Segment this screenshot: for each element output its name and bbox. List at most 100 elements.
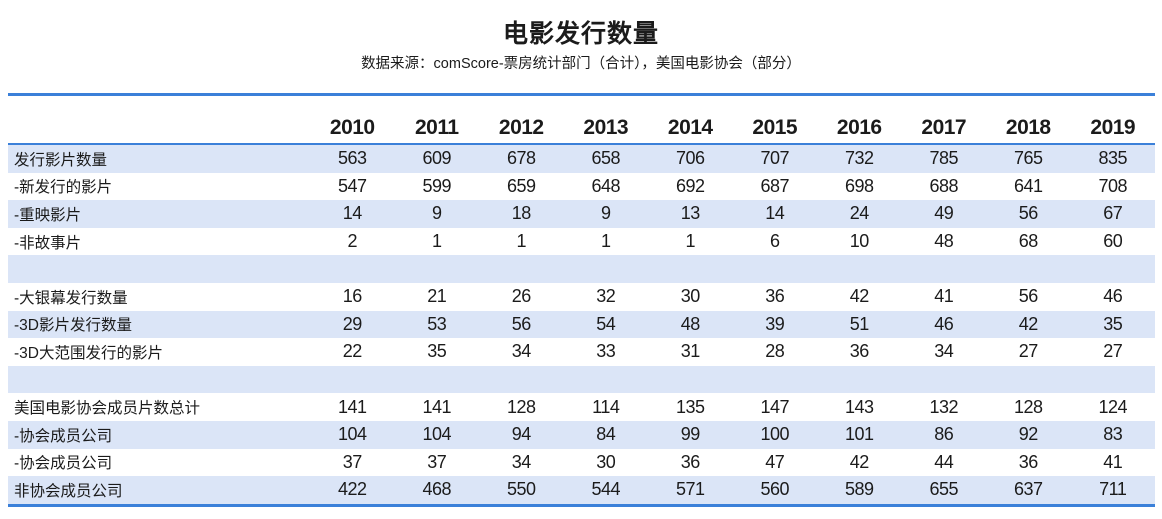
value-cell: 42 — [849, 451, 870, 472]
value-cell: 692 — [675, 175, 705, 196]
value-cell: 1 — [431, 231, 442, 252]
value-cell: 44 — [934, 451, 954, 472]
value-cell: 28 — [765, 341, 785, 362]
value-cell: 41 — [1103, 451, 1123, 472]
value-cell: 128 — [1013, 396, 1043, 417]
value-cell: 56 — [1018, 203, 1039, 224]
row-label: -重映影片 — [14, 206, 82, 224]
value-cell: 114 — [592, 396, 620, 417]
value-cell: 29 — [342, 313, 363, 334]
value-cell: 37 — [427, 451, 447, 472]
table-row: -3D大范围发行的影片 22 35 34 33 31 28 36 34 27 27 — [8, 338, 1155, 366]
value-cell: 658 — [591, 148, 621, 169]
row-label: -协会成员公司 — [14, 427, 113, 445]
row-label: -3D大范围发行的影片 — [14, 344, 163, 362]
value-cell: 147 — [760, 396, 790, 417]
value-cell: 48 — [680, 313, 701, 334]
value-cell: 688 — [929, 175, 959, 196]
value-cell: 33 — [596, 341, 616, 362]
table-row: -协会成员公司 104 104 94 84 99 100 101 86 92 83 — [8, 420, 1155, 449]
value-cell: 68 — [1018, 231, 1039, 252]
value-cell: 36 — [1018, 451, 1039, 472]
value-cell: 37 — [342, 451, 363, 472]
value-cell: 560 — [760, 479, 790, 500]
value-cell: 785 — [929, 148, 959, 169]
row-label: -大银幕发行数量 — [14, 289, 128, 307]
value-cell: 2 — [347, 231, 357, 252]
year-column-header: 2014 — [667, 116, 713, 139]
value-cell: 60 — [1103, 231, 1123, 252]
value-cell: 648 — [591, 175, 621, 196]
value-cell: 641 — [1013, 175, 1043, 196]
value-cell: 141 — [337, 396, 367, 417]
value-cell: 547 — [337, 175, 367, 196]
value-cell: 1 — [516, 231, 526, 252]
value-cell: 56 — [511, 313, 532, 334]
table-row: -重映影片 14 9 18 9 13 14 24 49 56 67 — [8, 200, 1155, 228]
value-cell: 10 — [849, 231, 870, 252]
value-cell: 18 — [511, 203, 532, 224]
value-cell: 1 — [685, 231, 695, 252]
value-cell: 27 — [1018, 341, 1039, 362]
value-cell: 54 — [596, 313, 616, 334]
value-cell: 104 — [337, 424, 367, 445]
year-column-header: 2010 — [329, 116, 375, 139]
table-header-row: 2010 2011 2012 2013 2014 2015 2016 2017 2018 2019 — [8, 113, 1155, 145]
top-divider-rule — [8, 93, 1155, 96]
value-cell: 36 — [765, 286, 785, 307]
value-cell: 609 — [422, 148, 452, 169]
row-label: -3D影片发行数量 — [14, 317, 132, 335]
row-label: -非故事片 — [14, 234, 82, 252]
value-cell: 99 — [680, 424, 701, 445]
value-cell: 34 — [934, 341, 954, 362]
value-cell: 655 — [929, 479, 959, 500]
value-cell: 30 — [680, 286, 701, 307]
release-table: 2010 2011 2012 2013 2014 2015 2016 2017 2018 2019… — [8, 113, 1155, 507]
page-title: 电影发行数量 — [502, 20, 659, 48]
value-cell: 49 — [934, 203, 954, 224]
value-cell: 571 — [675, 479, 705, 500]
value-cell: 14 — [342, 203, 363, 224]
value-cell: 128 — [506, 396, 536, 417]
year-column-header: 2018 — [1005, 116, 1051, 139]
year-column-header: 2016 — [836, 116, 882, 139]
value-cell: 706 — [675, 148, 705, 169]
value-cell: 34 — [511, 451, 532, 472]
value-cell: 34 — [511, 341, 532, 362]
table-row: 非协会成员公司 422 468 550 544 571 560 589 655 637 711 — [8, 476, 1155, 504]
value-cell: 9 — [431, 203, 442, 224]
value-cell: 22 — [342, 341, 363, 362]
value-cell: 42 — [849, 286, 870, 307]
value-cell: 21 — [427, 286, 447, 307]
value-cell: 36 — [680, 451, 701, 472]
table-row: -非故事片 2 1 1 1 1 6 10 48 68 60 — [8, 228, 1155, 256]
value-cell: 53 — [427, 313, 447, 334]
value-cell: 599 — [422, 175, 452, 196]
year-column-header: 2015 — [752, 116, 798, 139]
value-cell: 42 — [1018, 313, 1039, 334]
row-label: 美国电影协会成员片数总计 — [14, 400, 201, 418]
value-cell: 422 — [337, 479, 367, 500]
data-source-subtitle: 数据来源：comScore-票房统计部门（合计），美国电影协会（部分） — [361, 56, 801, 72]
value-cell: 46 — [1103, 286, 1123, 307]
value-cell: 765 — [1013, 148, 1043, 169]
value-cell: 711 — [1099, 479, 1127, 500]
value-cell: 544 — [591, 479, 621, 500]
value-cell: 1 — [600, 231, 611, 252]
table-row: 美国电影协会成员片数总计 141 141 128 114 135 147 143 132 128 1… — [8, 393, 1155, 421]
value-cell: 36 — [849, 341, 870, 362]
value-cell: 678 — [506, 148, 536, 169]
value-cell: 104 — [422, 424, 452, 445]
value-cell: 698 — [844, 175, 874, 196]
value-cell: 589 — [844, 479, 874, 500]
table-spacer-row — [8, 365, 1155, 394]
value-cell: 9 — [600, 203, 611, 224]
value-cell: 39 — [765, 313, 785, 334]
value-cell: 56 — [1018, 286, 1039, 307]
row-label: 非协会成员公司 — [14, 482, 123, 500]
value-cell: 732 — [844, 148, 874, 169]
value-cell: 32 — [596, 286, 616, 307]
table-row: -大银幕发行数量 16 21 26 32 30 36 42 41 56 46 — [8, 283, 1155, 311]
value-cell: 46 — [934, 313, 954, 334]
